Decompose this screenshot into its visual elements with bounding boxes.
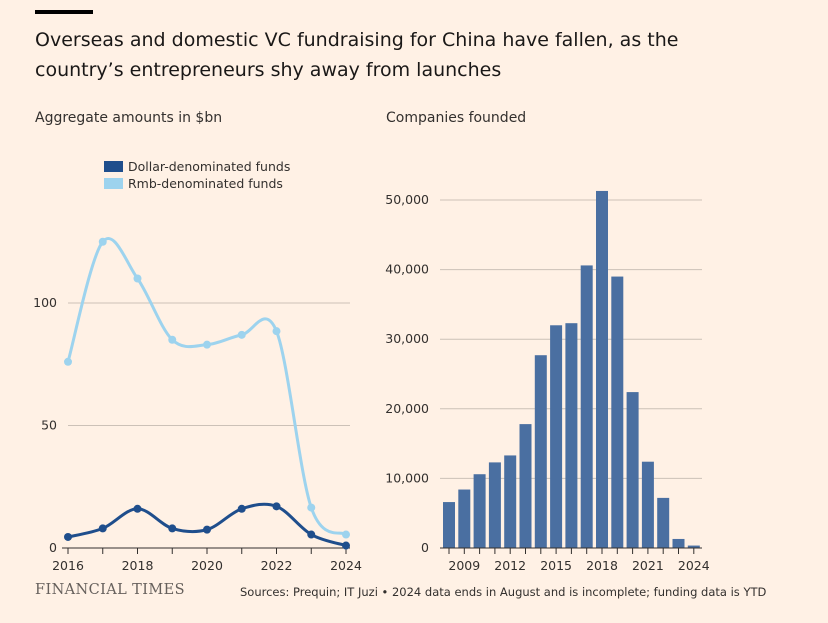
x-tick-label: 2012 <box>494 558 526 573</box>
bar-2016 <box>565 323 578 548</box>
x-tick-label: 2018 <box>122 558 154 573</box>
data-point-rmb <box>98 237 107 246</box>
data-point-dollar <box>203 525 211 534</box>
x-tick-label: 2024 <box>678 558 710 573</box>
bar-2023 <box>672 538 685 548</box>
line-chart: 0 50 100 2016 2018 2020 2022 2024 <box>33 237 362 573</box>
data-point-dollar <box>168 524 177 533</box>
x-tick-label: 2018 <box>586 558 618 573</box>
y-tick-label: 50,000 <box>385 192 429 207</box>
y-tick-label: 0 <box>421 540 429 555</box>
data-point-rmb <box>133 274 142 283</box>
bar-2021 <box>641 461 654 548</box>
data-point-rmb <box>64 357 72 366</box>
series-line-rmb <box>66 237 347 536</box>
data-point-dollar <box>272 502 281 511</box>
data-point-rmb <box>342 530 350 539</box>
bar-2015 <box>550 325 563 548</box>
legend-swatch <box>104 178 123 189</box>
x-tick-label: 2015 <box>540 558 572 573</box>
x-tick-label: 2009 <box>448 558 480 573</box>
bar-2009 <box>458 489 471 548</box>
bar-2019 <box>611 276 624 548</box>
left-chart-title: Aggregate amounts in $bn <box>35 110 223 126</box>
bar-2020 <box>626 392 639 548</box>
data-point-rmb <box>237 330 246 339</box>
bar-2013 <box>519 424 532 548</box>
source-note: Sources: Prequin; IT Juzi • 2024 data en… <box>240 585 767 599</box>
bar-2014 <box>534 355 547 548</box>
x-tick-label: 2020 <box>191 558 223 573</box>
legend-label: Dollar-denominated funds <box>128 159 290 174</box>
bar-2024 <box>687 545 700 548</box>
data-point-dollar <box>64 532 72 541</box>
right-chart-title: Companies founded <box>386 110 527 126</box>
chart-legend: Dollar-denominated funds Rmb-denominated … <box>104 159 290 191</box>
y-tick-label: 0 <box>49 540 57 555</box>
data-point-rmb <box>307 503 316 512</box>
y-tick-label: 20,000 <box>385 401 429 416</box>
bar-2018 <box>596 190 608 548</box>
data-point-rmb <box>272 327 281 336</box>
legend-swatch <box>104 161 123 172</box>
bar-2010 <box>473 474 486 548</box>
x-tick-label: 2024 <box>330 558 362 573</box>
x-tick-label: 2021 <box>632 558 664 573</box>
bar-2008 <box>443 502 455 548</box>
chart-headline: Overseas and domestic VC fundraising for… <box>35 29 679 81</box>
series-line-dollar <box>67 502 347 547</box>
data-point-dollar <box>237 504 246 513</box>
y-tick-label: 30,000 <box>385 331 429 346</box>
bar-2012 <box>504 455 517 548</box>
data-point-dollar <box>307 530 316 539</box>
ft-logo: FINANCIAL TIMES <box>35 582 185 598</box>
data-point-dollar <box>98 524 107 533</box>
bar-chart: 0 10,000 20,000 30,000 40,000 50,000 2009 2012 2… <box>385 190 710 573</box>
bar-2022 <box>657 497 670 548</box>
data-point-dollar <box>342 541 350 550</box>
y-tick-label: 40,000 <box>385 262 429 277</box>
ft-top-bar <box>35 10 93 14</box>
bar-2017 <box>580 265 593 548</box>
x-tick-label: 2016 <box>52 558 84 573</box>
data-point-rmb <box>168 335 177 344</box>
data-point-rmb <box>203 340 211 349</box>
y-tick-label: 50 <box>41 418 57 433</box>
data-point-dollar <box>133 504 142 513</box>
y-tick-label: 100 <box>33 295 57 310</box>
y-tick-label: 10,000 <box>385 470 429 485</box>
legend-label: Rmb-denominated funds <box>128 176 283 191</box>
x-tick-label: 2022 <box>261 558 293 573</box>
bar-2011 <box>488 462 501 548</box>
